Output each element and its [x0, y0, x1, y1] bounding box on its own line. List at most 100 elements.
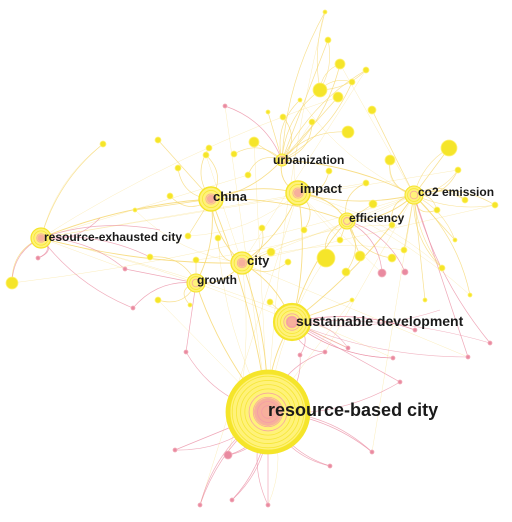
node-ring: [248, 392, 288, 432]
minor-node: [465, 354, 471, 360]
node-sustainable-development: [272, 302, 312, 342]
link: [413, 194, 491, 344]
link: [40, 96, 339, 239]
minor-node: [229, 497, 235, 503]
minor-node: [349, 297, 355, 303]
minor-node: [354, 250, 366, 262]
minor-node: [433, 206, 441, 214]
label-resource-exhausted-city: resource-exhausted city: [44, 230, 182, 244]
label-china: china: [213, 189, 248, 204]
minor-node: [384, 154, 396, 166]
minor-node: [362, 66, 370, 74]
node-ring: [36, 233, 46, 243]
minor-node: [348, 78, 356, 86]
minor-node: [491, 201, 499, 209]
node-core: [238, 259, 246, 267]
link: [40, 236, 151, 258]
link: [241, 204, 496, 264]
minor-node: [297, 97, 303, 103]
node-resource-exhausted-city: [30, 227, 52, 249]
minor-node: [387, 253, 397, 263]
minor-node: [401, 268, 409, 276]
minor-node: [154, 136, 162, 144]
minor-node: [258, 224, 266, 232]
minor-node: [334, 58, 346, 70]
node-ring: [233, 254, 251, 272]
minor-node: [327, 463, 333, 469]
node-core: [293, 188, 303, 198]
link: [205, 154, 243, 264]
node-ring: [277, 155, 286, 164]
minor-node: [205, 144, 213, 152]
minor-node: [244, 171, 252, 179]
minor-node: [279, 113, 287, 121]
minor-nodes-layer: [5, 9, 499, 508]
link: [134, 209, 243, 264]
minor-node: [367, 105, 377, 115]
node-circle: [275, 153, 289, 167]
minor-node: [284, 258, 292, 266]
link: [297, 192, 471, 296]
minor-node: [325, 167, 333, 175]
minor-node: [187, 302, 193, 308]
link: [413, 194, 471, 296]
minor-node: [266, 298, 274, 306]
node-core: [254, 398, 282, 426]
link: [291, 194, 415, 323]
link: [187, 192, 299, 237]
link: [339, 63, 415, 196]
minor-node: [122, 266, 128, 272]
link: [195, 194, 415, 261]
minor-node: [332, 91, 344, 103]
link: [297, 192, 443, 269]
minor-node: [266, 247, 276, 257]
node-ring: [283, 313, 301, 331]
minor-node: [341, 267, 351, 277]
node-ring: [189, 276, 203, 290]
link: [199, 192, 299, 506]
node-ring: [240, 384, 296, 440]
minor-node: [388, 221, 396, 229]
label-growth: growth: [197, 273, 237, 287]
label-resource-based-city: resource-based city: [268, 400, 438, 420]
link: [11, 194, 415, 284]
node-impact: [285, 180, 311, 206]
node-ring: [407, 188, 421, 202]
link: [224, 105, 283, 161]
minor-node: [368, 199, 378, 209]
minor-node: [192, 256, 200, 264]
minor-node: [324, 36, 332, 44]
link: [281, 131, 349, 161]
minor-node: [438, 264, 446, 272]
node-urbanization: [275, 153, 289, 167]
minor-node: [390, 355, 396, 361]
node-ring: [280, 310, 304, 334]
label-co2-emission: co2 emission: [418, 185, 494, 199]
link: [291, 192, 303, 323]
link: [241, 262, 469, 358]
minor-node: [132, 207, 138, 213]
link: [40, 169, 459, 239]
minor-node: [146, 253, 154, 261]
node-growth: [186, 273, 206, 293]
node-ring: [409, 190, 419, 200]
link: [124, 268, 197, 284]
minor-node: [197, 502, 203, 508]
node-efficiency: [338, 212, 356, 230]
link: [316, 11, 326, 91]
node-ring: [343, 217, 351, 225]
minor-node: [336, 236, 344, 244]
link: [40, 225, 161, 239]
minor-node: [422, 297, 428, 303]
link: [241, 69, 367, 264]
minor-node: [184, 232, 192, 240]
node-resource-based-city: [225, 369, 311, 455]
node-china: [198, 186, 224, 212]
node-ring: [289, 184, 307, 202]
minor-node: [166, 192, 174, 200]
node-ring: [292, 187, 304, 199]
node-ring: [236, 380, 300, 444]
link: [40, 143, 104, 239]
minor-node: [5, 276, 19, 290]
node-core: [37, 234, 45, 242]
